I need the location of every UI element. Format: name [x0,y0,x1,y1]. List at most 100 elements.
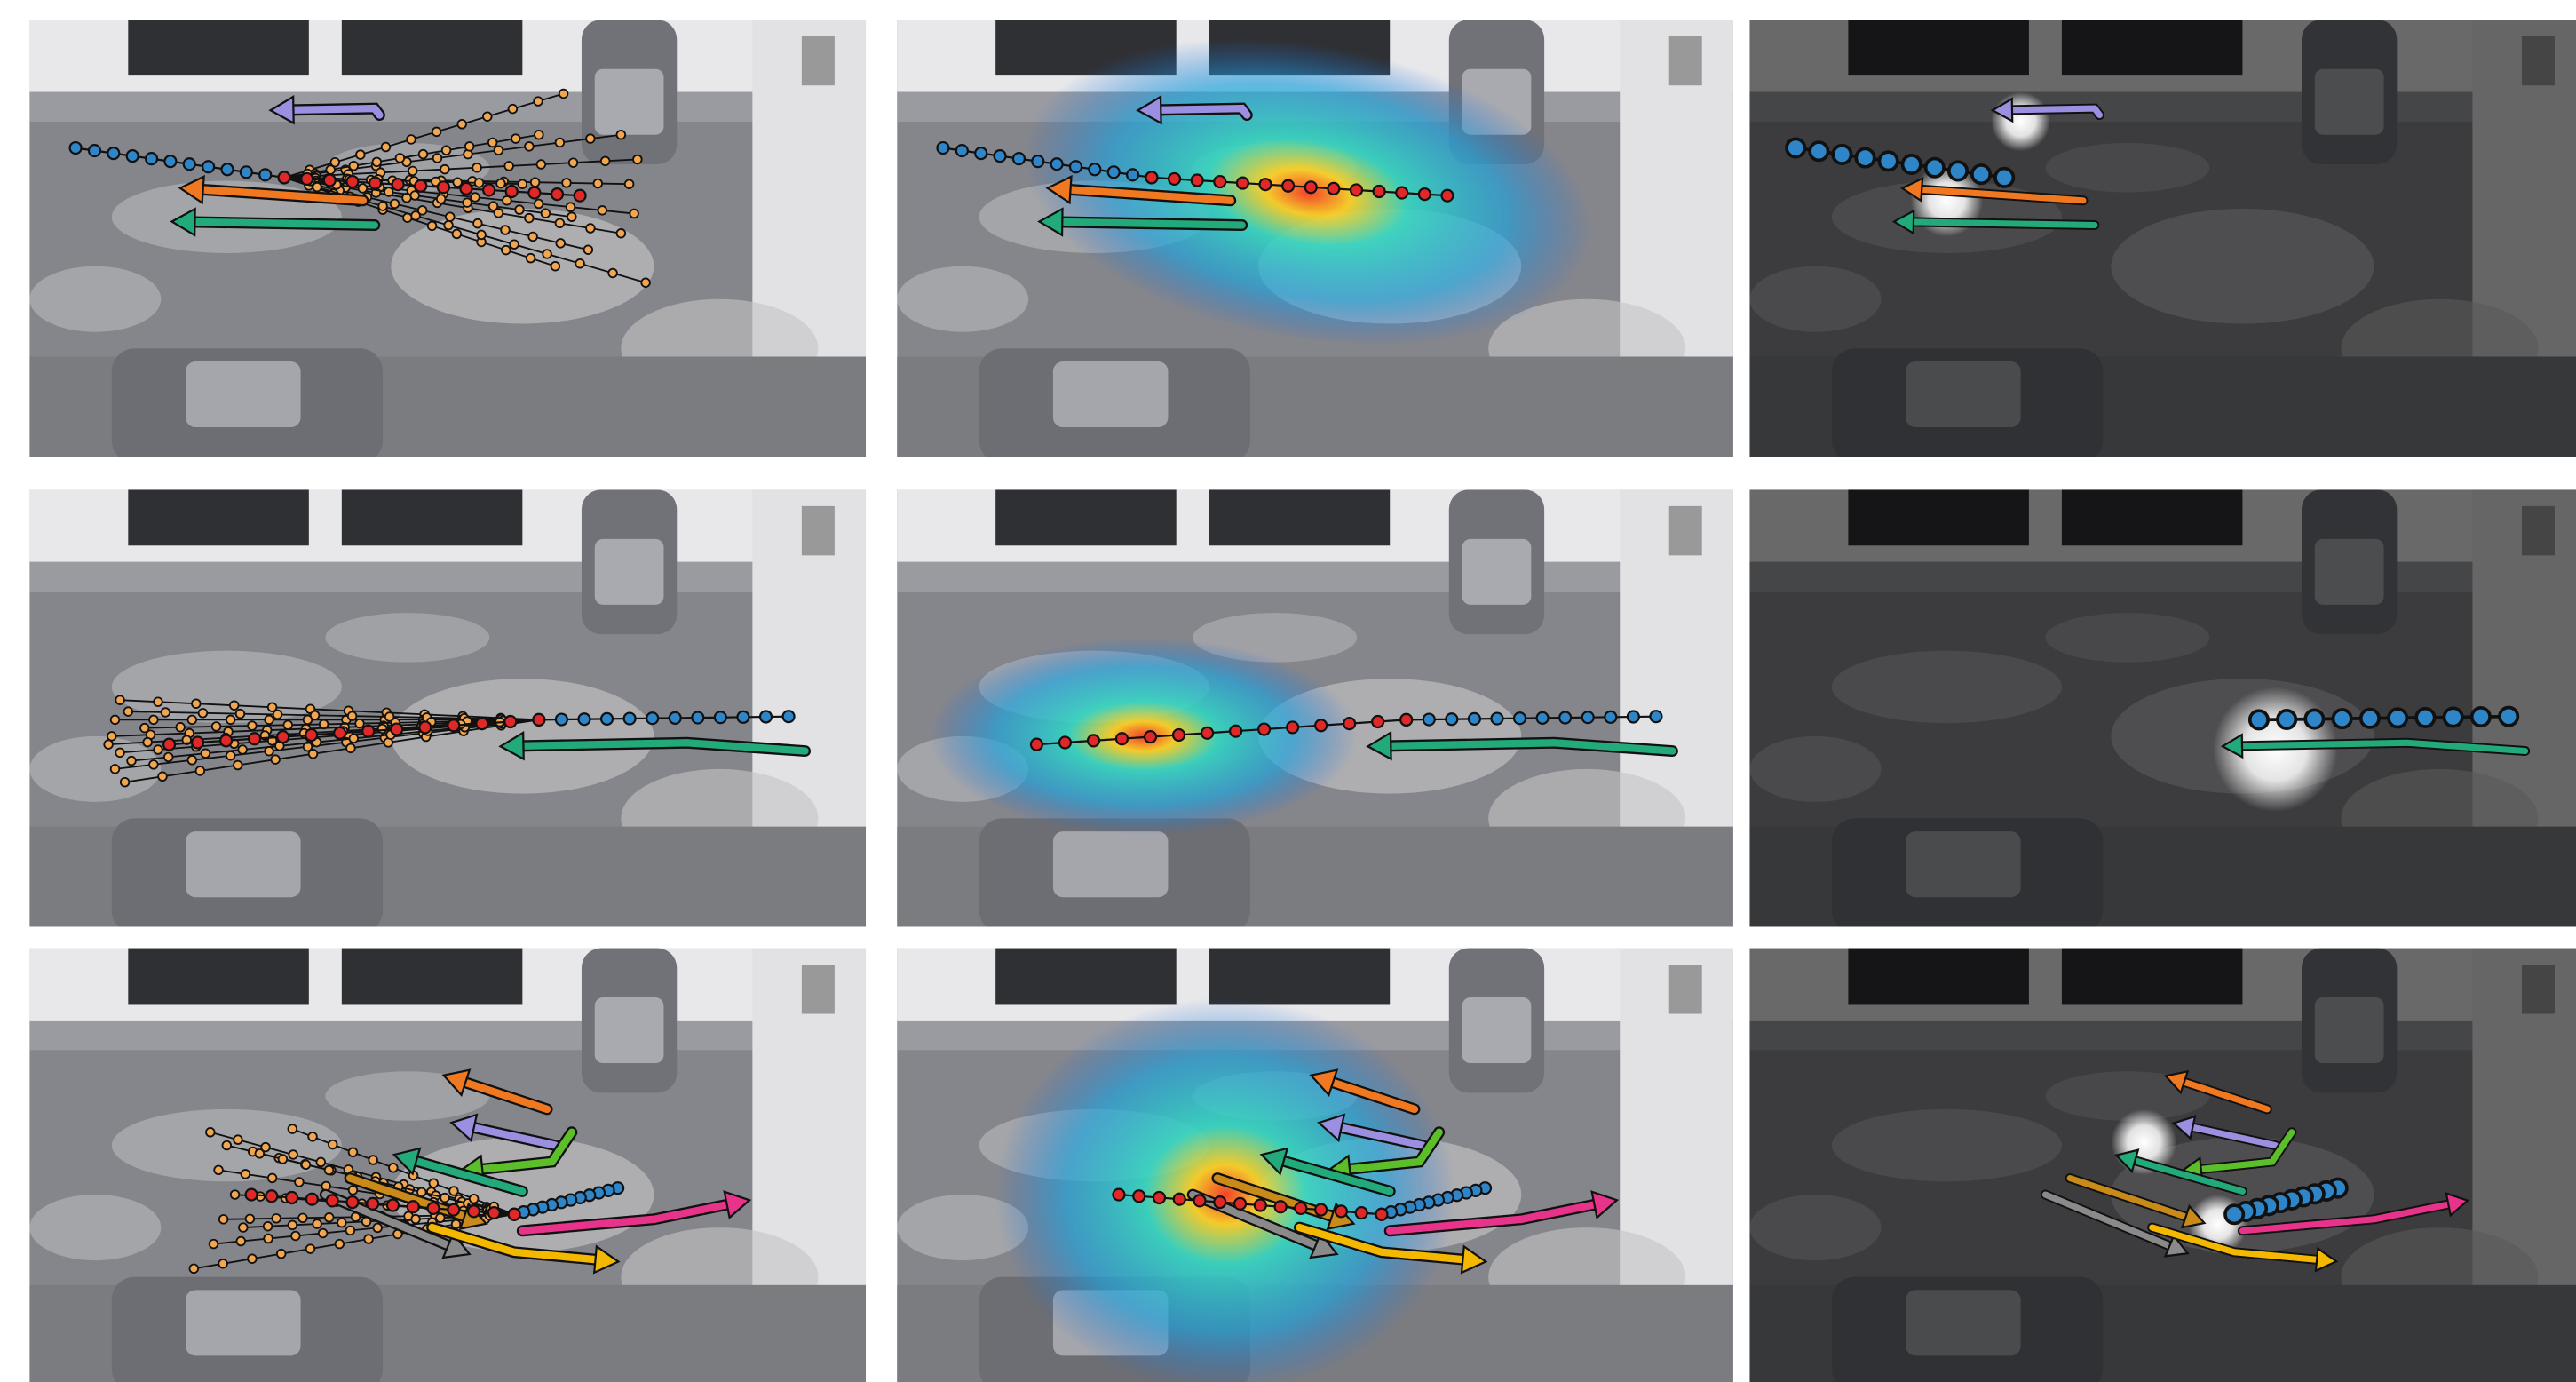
attention-glow [1991,92,2050,152]
trajectory-point [286,1192,297,1203]
trajectory-point [212,722,221,731]
trajectory-point [289,1221,297,1230]
trajectory-point [1088,735,1099,746]
trajectory-point [259,169,271,180]
trajectory-point [975,147,987,159]
trajectory-point [378,725,387,734]
trajectory-point [1282,180,1294,192]
page: {} html, body { margin: 0; padding: 0; b… [0,0,2576,1382]
trajectory-point [1287,721,1298,733]
trajectory-point [1949,162,1967,179]
trajectory-point [149,716,158,725]
trajectory-point [1315,719,1327,731]
trajectory-point [316,1158,325,1167]
trajectory-point [525,142,534,151]
trajectory-point [222,163,234,175]
trajectory-point [509,105,518,114]
trajectory-point [1214,1196,1225,1208]
trajectory-point [473,219,482,228]
trajectory-point [472,163,481,172]
trajectory-point [567,203,575,211]
trajectory-point [1559,712,1571,724]
trajectory-point [1070,161,1082,172]
trajectory-point [1582,711,1594,723]
trajectory-point [1258,724,1270,735]
trajectory-point [1903,155,1921,173]
trajectory-point [2472,708,2490,726]
trajectory-point [509,1209,520,1220]
trajectory-point [575,190,586,202]
trajectory-point [475,179,484,187]
trajectory-point [1351,184,1362,195]
trajectory-point [556,714,567,726]
trajectory-point [295,1178,304,1187]
trajectory-point [176,723,185,732]
trajectory-point [476,718,487,729]
trajectory-point [630,210,638,218]
trajectory-point [1174,1194,1185,1205]
trajectory-point [1169,173,1180,185]
trajectory-point [111,765,120,774]
trajectory-point [121,778,130,787]
trajectory-point [104,740,113,749]
trajectory-point [598,206,607,215]
trajectory-point [1833,146,1851,163]
trajectory-point [199,709,208,718]
trajectory-point [301,173,313,185]
trajectory-point [537,160,546,169]
trajectory-point [1514,712,1526,724]
trajectory-point [325,1166,334,1175]
trajectory-point [70,142,82,154]
trajectory-point [349,162,358,171]
trajectory-point [440,1194,449,1203]
trajectory-point [411,211,420,220]
trajectory-point [192,737,203,749]
trajectory-point [448,719,459,731]
trajectory-point [2305,710,2323,727]
trajectory-point [428,1203,440,1214]
arrow-body [1053,222,1242,226]
trajectory-point [575,259,584,268]
trajectory-point [1328,183,1339,195]
trajectory-point [346,176,358,187]
trajectory-point [115,749,124,758]
trajectory-point [308,1132,317,1141]
trajectory-point [543,250,551,258]
trajectory-point [107,147,119,159]
trajectory-point [1879,152,1897,170]
trajectory-point [1995,169,2013,187]
trajectory-point [187,756,196,765]
trajectory-point [1059,737,1071,749]
trajectory-point [1650,711,1661,722]
trajectory-point [382,143,391,152]
trajectory-point [202,161,214,172]
trajectory-point [527,254,535,263]
trajectory-point [461,183,472,195]
trajectory-point [89,145,100,156]
trajectory-point [143,738,152,747]
trajectory-point [2389,709,2406,727]
trajectory-point [305,729,317,741]
trajectory-point [737,711,749,723]
trajectory-point [149,760,158,769]
trajectory-point [1173,729,1185,741]
trajectory-point [306,1194,318,1205]
trajectory-point [471,193,480,202]
street-image [29,949,884,1382]
trajectory-point [641,278,650,287]
arrow-body [186,222,375,226]
trajectory-point [692,712,703,724]
trajectory-point [273,711,282,719]
trajectory-point [584,245,593,254]
trajectory-point [364,1235,373,1243]
trajectory-point [1315,1204,1327,1216]
trajectory-point [578,713,590,725]
trajectory-point [483,184,495,195]
trajectory-point [496,179,505,188]
trajectory-point [569,158,578,167]
trajectory-point [1194,1195,1206,1206]
trajectory-point [506,186,518,197]
trajectory-point [477,231,486,240]
trajectory-point [511,134,520,143]
trajectory-point [1336,1205,1347,1217]
